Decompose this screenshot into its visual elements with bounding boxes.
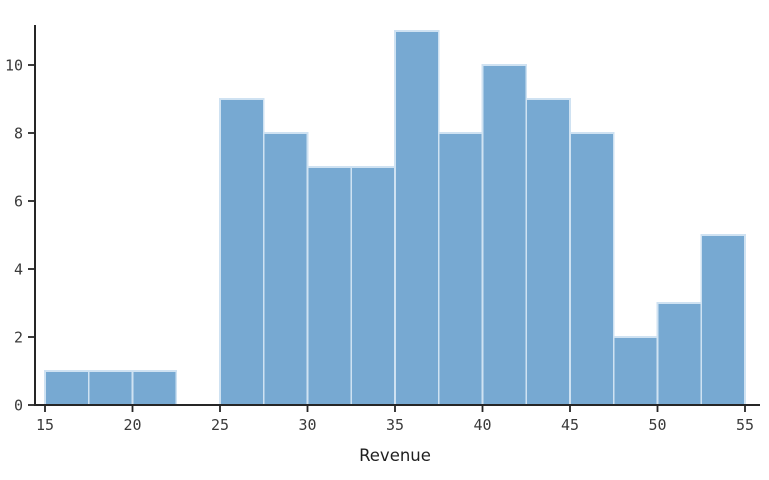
x-tick-label: 30 <box>298 416 316 434</box>
x-tick-label: 45 <box>561 416 579 434</box>
x-tick-label: 35 <box>386 416 404 434</box>
y-tick-label: 0 <box>14 397 23 415</box>
x-tick-label: 50 <box>648 416 666 434</box>
x-axis-label: Revenue <box>359 446 431 465</box>
y-tick-label: 6 <box>14 193 23 211</box>
histogram-bar <box>700 234 746 406</box>
histogram-bar <box>44 370 90 406</box>
histogram-bar <box>525 98 571 406</box>
axes-layer: 0 2 4 6 8 10 15 20 25 30 35 40 45 50 55 <box>5 25 760 434</box>
histogram-bar <box>219 98 265 406</box>
x-tick-label: 20 <box>123 416 141 434</box>
y-tick-label: 4 <box>14 261 23 279</box>
x-tick-label: 40 <box>473 416 491 434</box>
y-tick-label: 2 <box>14 329 23 347</box>
histogram-bar <box>306 166 353 406</box>
bars-layer <box>44 30 746 406</box>
histogram-bar <box>262 132 309 406</box>
histogram-bar <box>131 370 178 406</box>
histogram-bar <box>350 166 396 406</box>
histogram-bar <box>569 132 615 406</box>
x-tick-label: 15 <box>36 416 54 434</box>
y-tick-label: 8 <box>14 125 23 143</box>
histogram-bar <box>394 30 440 406</box>
x-tick-label: 55 <box>736 416 754 434</box>
histogram-bar <box>481 64 528 406</box>
histogram-bar <box>437 132 484 406</box>
x-tick-label: 25 <box>211 416 229 434</box>
histogram-bar <box>612 336 659 406</box>
histogram-bar <box>656 302 703 406</box>
y-tick-label: 10 <box>5 57 23 75</box>
histogram-bar <box>87 370 134 406</box>
